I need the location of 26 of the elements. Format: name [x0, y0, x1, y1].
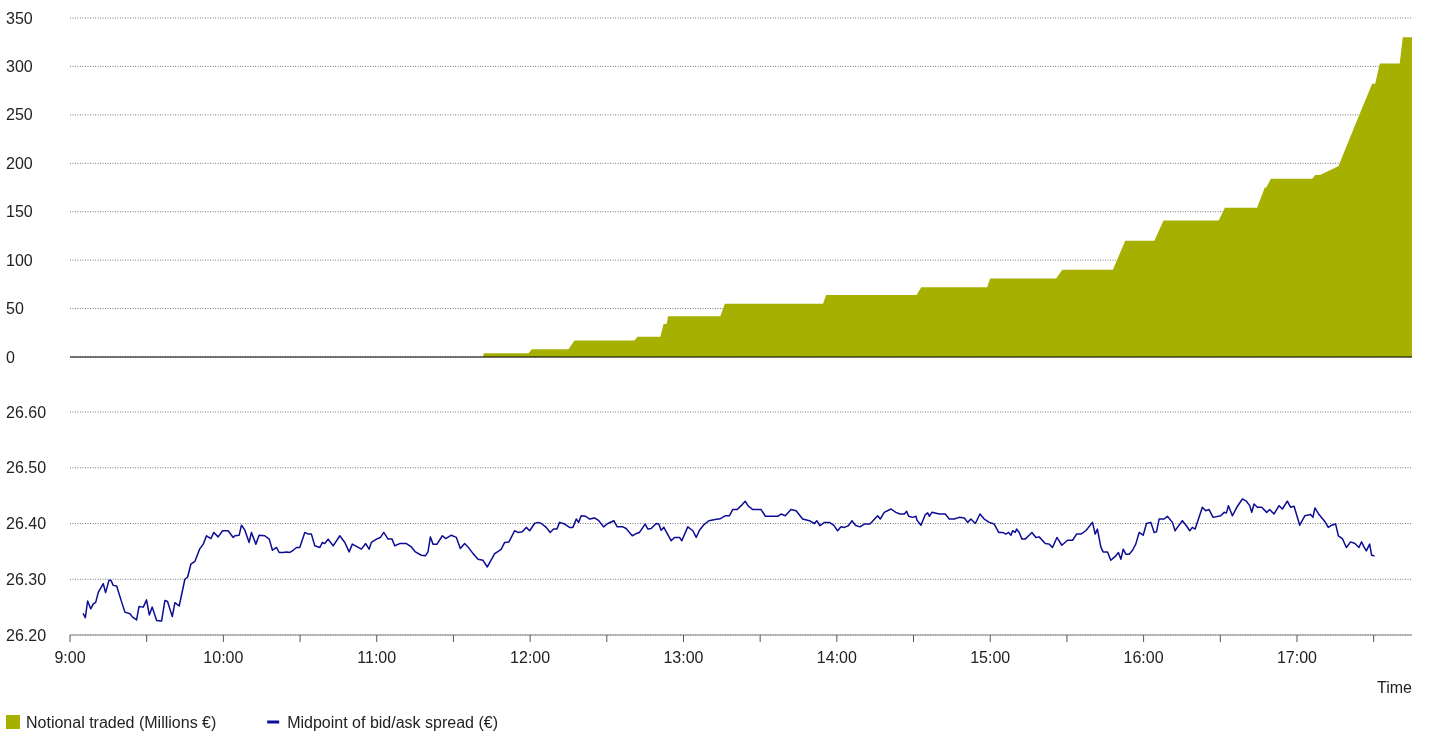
x-axis-title: Time	[1377, 679, 1413, 696]
y-tick-label: 300	[6, 58, 33, 76]
y-tick-label: 26.50	[6, 459, 47, 477]
y-tick-label: 250	[6, 106, 33, 124]
x-tick-label: 14:00	[816, 649, 857, 666]
y-tick-label: 200	[6, 154, 33, 172]
y-tick-label: 26.20	[6, 626, 47, 644]
y-tick-label: 26.30	[6, 570, 47, 588]
y-tick-label: 100	[6, 251, 33, 269]
y-tick-label: 50	[6, 300, 24, 318]
legend-label: Notional traded (Millions €)	[26, 713, 217, 731]
x-tick-label: 12:00	[510, 649, 551, 666]
x-tick-label: 9:00	[54, 649, 86, 666]
x-tick-label: 10:00	[203, 649, 244, 666]
y-tick-label: 350	[6, 9, 33, 27]
x-tick-label: 15:00	[970, 649, 1011, 666]
line-series	[82, 498, 1375, 622]
x-tick-label: 16:00	[1123, 649, 1164, 666]
y-tick-label: 26.40	[6, 515, 47, 533]
y-tick-label: 0	[6, 348, 15, 366]
x-tick-label: 11:00	[357, 649, 397, 666]
y-tick-label: 26.60	[6, 403, 47, 421]
y-tick-label: 150	[6, 203, 33, 221]
x-tick-label: 17:00	[1276, 649, 1318, 666]
x-tick-label: 13:00	[663, 649, 704, 666]
legend-label: Midpoint of bid/ask spread (€)	[287, 713, 498, 731]
